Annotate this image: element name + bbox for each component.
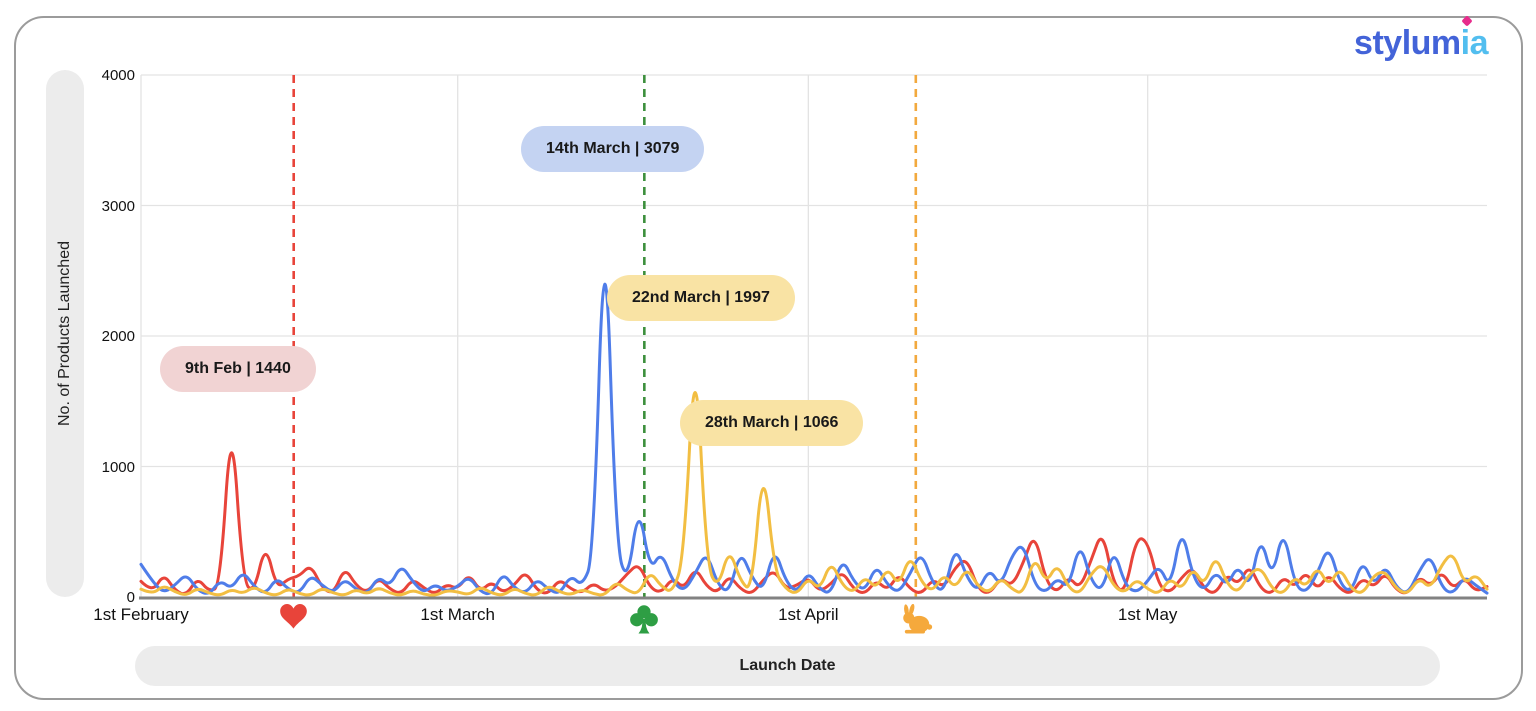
x-axis-title: Launch Date [739,657,836,674]
logo-text-left: stylum [1354,24,1461,62]
shamrock-icon [629,604,659,634]
heart-icon [280,604,308,629]
x-tick-label: 1st February [93,605,189,624]
x-axis-label-pill: Launch Date [135,646,1440,686]
bunny-icon [899,603,933,634]
y-tick-label: 2000 [101,328,135,345]
annotation-22nd-march: 22nd March | 1997 [607,275,795,321]
x-tick-label: 1st May [1117,605,1178,624]
x-tick-label: 1st April [778,605,839,624]
y-axis-label-pill: No. of Products Launched [46,70,84,597]
x-tick-label: 1st March [420,605,496,624]
stylumia-logo: stylum ia [1354,15,1489,63]
logo-text-right: ia [1461,15,1489,62]
y-tick-label: 1000 [101,458,135,476]
y-tick-label: 0 [126,589,135,606]
y-tick-label: 4000 [101,67,135,84]
annotation-9th-feb: 9th Feb | 1440 [160,346,316,392]
annotation-14th-march: 14th March | 3079 [521,126,705,172]
annotation-28th-march: 28th March | 1066 [680,400,864,446]
y-tick-label: 3000 [101,197,135,215]
